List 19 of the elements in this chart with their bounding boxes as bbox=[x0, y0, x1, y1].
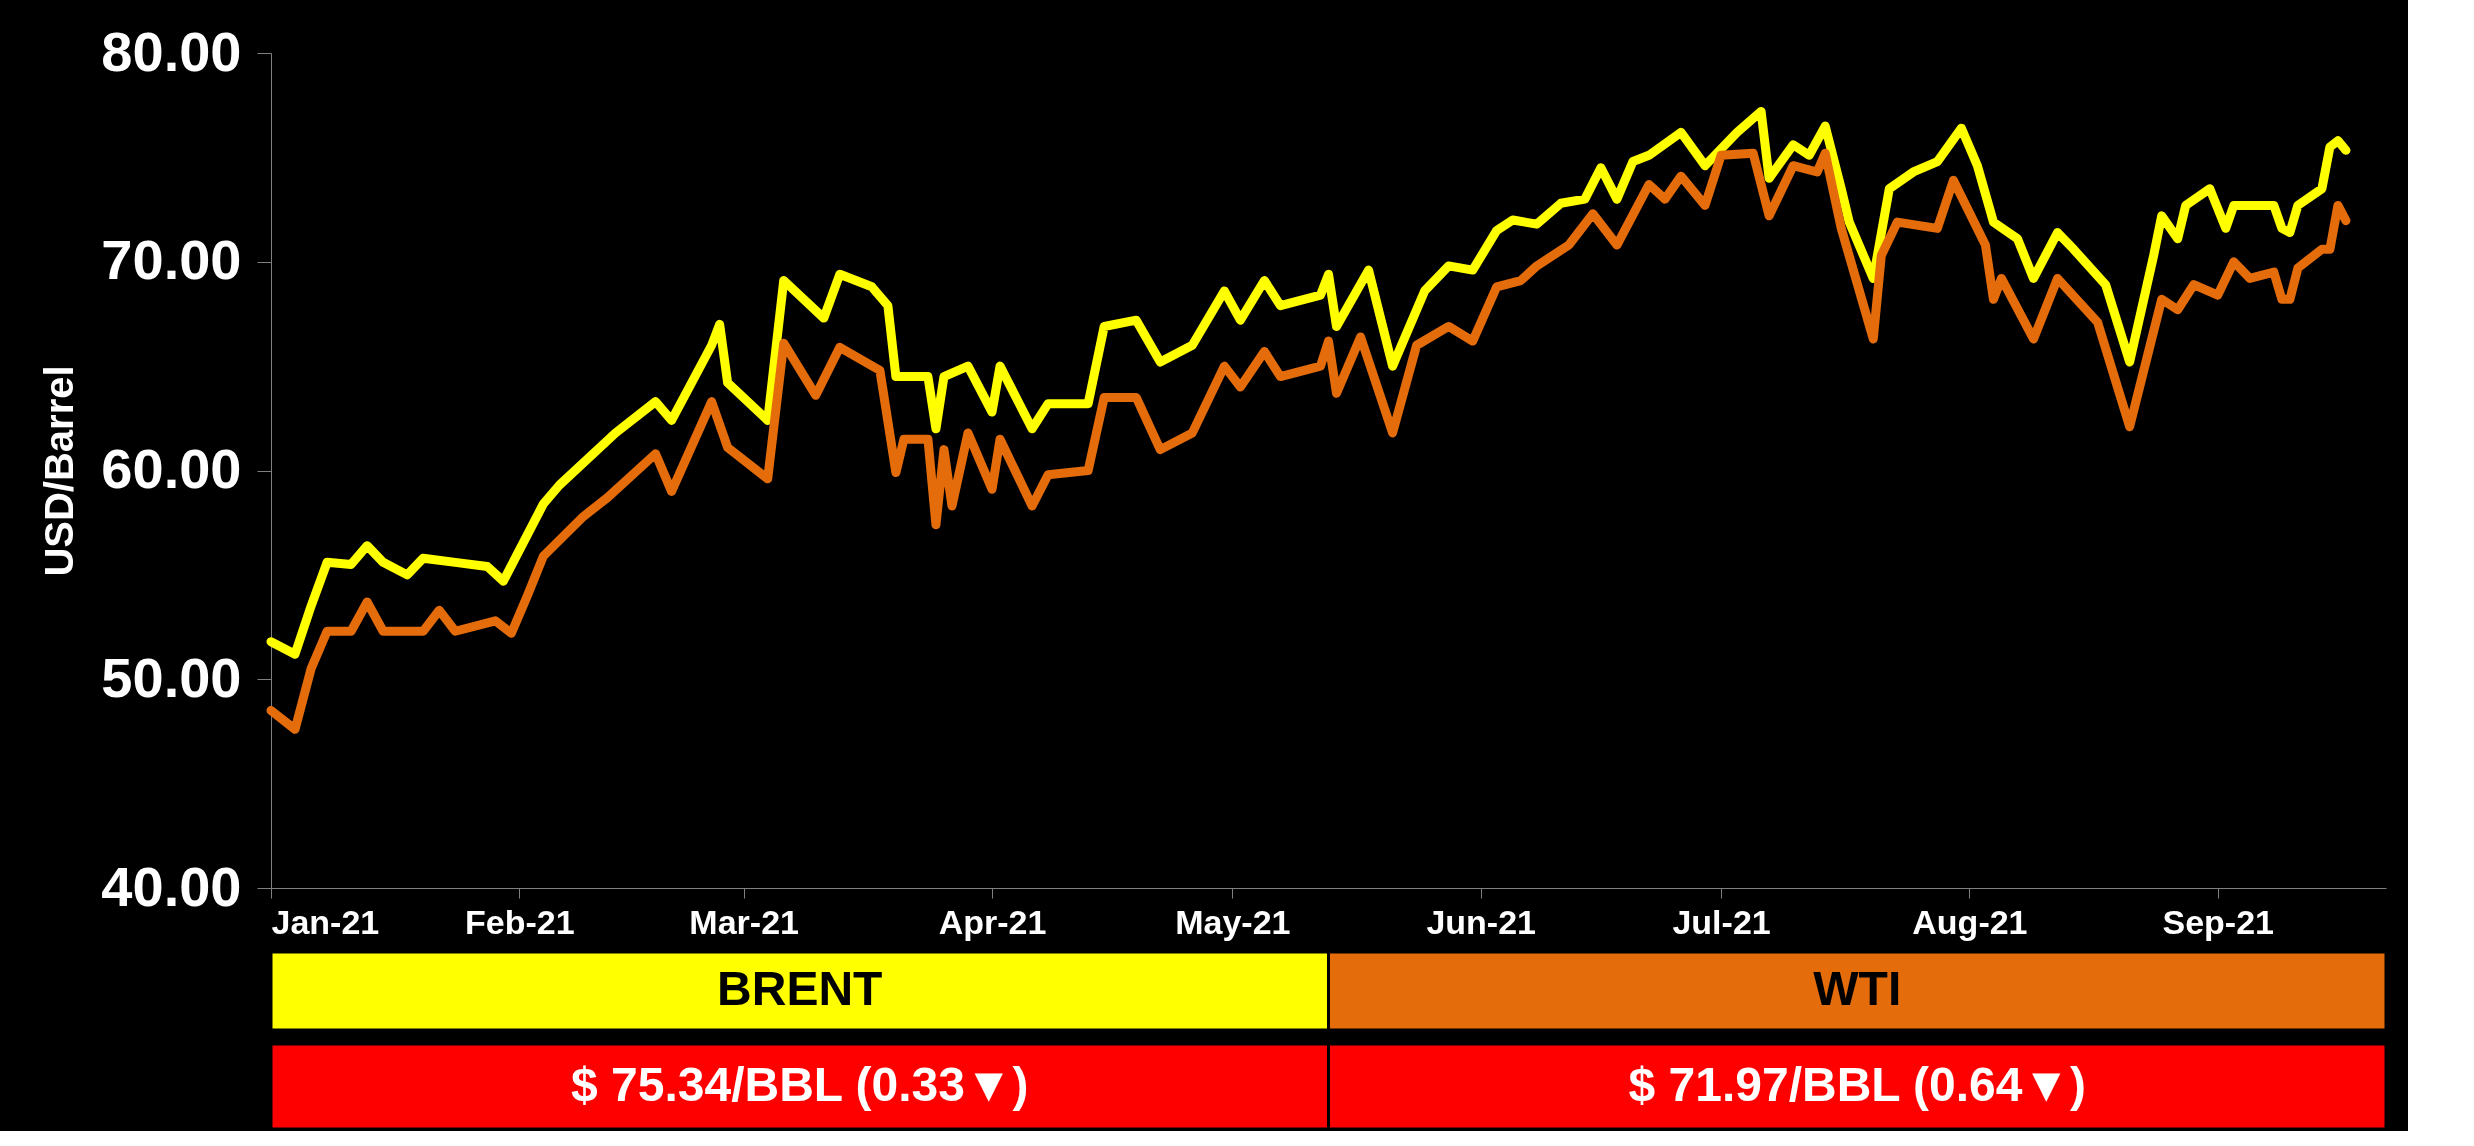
text: $ 75.34/BBL (0.33▼) bbox=[571, 1057, 1029, 1111]
y-tick-label: 70.00 bbox=[101, 228, 242, 292]
x-tick-label: May-21 bbox=[1175, 902, 1291, 941]
x-tick-label: Jun-21 bbox=[1426, 902, 1537, 941]
x-tick-label: Mar-21 bbox=[689, 902, 799, 941]
x-tick-label: Aug-21 bbox=[1912, 902, 2028, 941]
x-tick-label: Jan-21 bbox=[271, 902, 380, 941]
text: WTI bbox=[1813, 962, 1902, 1015]
y-axis-title: USD/Barrel bbox=[37, 365, 82, 577]
y-tick-label: 60.00 bbox=[101, 437, 242, 500]
y-tick-label: 50.00 bbox=[101, 645, 242, 709]
x-tick-label: Sep-21 bbox=[2162, 902, 2275, 941]
y-tick-label: 80.00 bbox=[101, 19, 242, 83]
text: $ 71.97/BBL (0.64▼) bbox=[1628, 1057, 2086, 1111]
text: BRENT bbox=[717, 962, 883, 1015]
x-tick-label: Jul-21 bbox=[1672, 902, 1771, 941]
x-tick-label: Feb-21 bbox=[465, 902, 575, 941]
x-tick-label: Apr-21 bbox=[938, 902, 1047, 941]
y-tick-label: 40.00 bbox=[101, 854, 242, 918]
